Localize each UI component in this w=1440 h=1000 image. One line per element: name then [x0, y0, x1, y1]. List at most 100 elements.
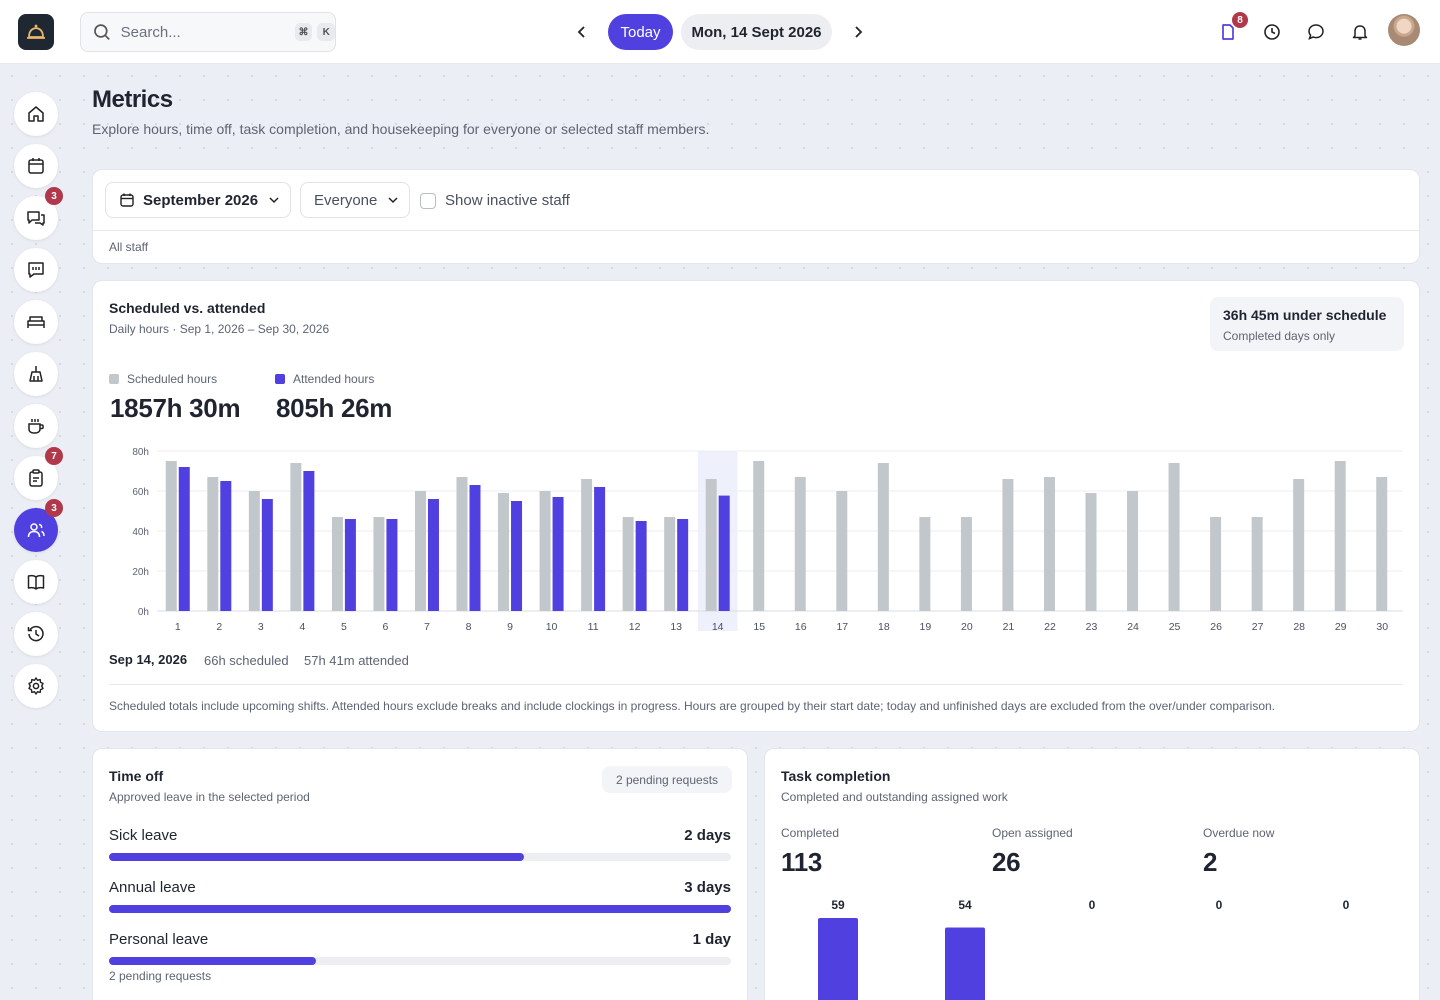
sidebar-item-calendar[interactable] — [14, 144, 58, 188]
sidebar-item-feedback[interactable] — [14, 248, 58, 292]
show-inactive-toggle[interactable]: Show inactive staff — [420, 192, 570, 209]
attended-total: 805h 26m — [276, 393, 393, 423]
pending-requests-badge[interactable]: 2 pending requests — [602, 766, 732, 793]
avatar[interactable] — [1388, 14, 1420, 46]
scheduled-bar[interactable] — [919, 517, 931, 611]
scheduled-bar[interactable] — [456, 477, 468, 611]
attended-bar[interactable] — [427, 499, 439, 611]
scheduled-bar[interactable] — [373, 517, 385, 611]
attended-bar[interactable] — [635, 521, 647, 611]
search-icon — [94, 24, 110, 40]
documents-button[interactable] — [1216, 20, 1240, 44]
attended-bar[interactable] — [220, 481, 232, 611]
scheduled-bar[interactable] — [165, 461, 177, 611]
hours-card-subtitle: Daily hours · Sep 1, 2026 – Sep 30, 2026 — [109, 322, 330, 336]
scheduled-bar[interactable] — [1168, 463, 1180, 611]
scheduled-bar[interactable] — [1127, 491, 1139, 611]
scheduled-bar[interactable] — [414, 491, 426, 611]
today-button[interactable]: Today — [608, 14, 673, 50]
scheduled-bar[interactable] — [705, 479, 717, 611]
settings-icon — [28, 677, 44, 695]
scheduled-bar[interactable] — [753, 461, 765, 611]
task-bar-value: 54 — [958, 898, 972, 912]
time-off-title: Time off — [109, 768, 164, 784]
next-day-button[interactable] — [846, 20, 870, 44]
task-bar — [945, 927, 985, 1000]
x-tick-label: 30 — [1376, 621, 1388, 631]
scheduled-bar[interactable] — [664, 517, 676, 611]
scheduled-bar[interactable] — [581, 479, 593, 611]
y-tick-label: 80h — [132, 447, 149, 458]
x-tick-label: 29 — [1335, 621, 1347, 631]
period-select-label: September 2026 — [143, 191, 259, 209]
scheduled-bar[interactable] — [1334, 461, 1346, 611]
scheduled-bar[interactable] — [794, 477, 806, 611]
chevron-right-icon — [855, 26, 863, 38]
attended-bar[interactable] — [511, 501, 523, 611]
notifications-button[interactable] — [1348, 20, 1372, 44]
leave-days-value: 3 days — [684, 879, 731, 896]
current-date-button[interactable]: Mon, 14 Sept 2026 — [681, 14, 832, 50]
scheduled-bar[interactable] — [877, 463, 889, 611]
scheduled-bar[interactable] — [290, 463, 302, 611]
attended-bar[interactable] — [594, 487, 606, 611]
x-tick-label: 26 — [1210, 621, 1222, 631]
period-select[interactable]: September 2026 — [105, 182, 291, 218]
attended-bar[interactable] — [261, 499, 273, 611]
search-input[interactable] — [120, 23, 271, 41]
show-inactive-checkbox[interactable] — [420, 192, 436, 209]
document-icon — [1222, 24, 1234, 40]
sidebar-item-book[interactable] — [14, 560, 58, 604]
chat-button[interactable] — [1304, 20, 1328, 44]
task-stat-label: Open assigned — [992, 826, 1073, 840]
scheduled-bar[interactable] — [622, 517, 634, 611]
attended-bar[interactable] — [469, 485, 481, 611]
x-tick-label: 22 — [1044, 621, 1056, 631]
scheduled-bar[interactable] — [539, 491, 551, 611]
x-tick-label: 2 — [216, 621, 222, 631]
sidebar-item-staff[interactable]: 3 — [14, 499, 63, 552]
sidebar-item-messages[interactable]: 3 — [14, 187, 63, 240]
sidebar-item-history[interactable] — [14, 612, 58, 656]
staff-select[interactable]: Everyone — [300, 182, 410, 218]
scheduled-bar[interactable] — [1043, 477, 1055, 611]
schedule-summary-value: 36h 45m under schedule — [1223, 307, 1387, 323]
attended-bar[interactable] — [718, 495, 730, 611]
sidebar-item-coffee[interactable] — [14, 404, 58, 448]
logo-bell-icon[interactable] — [18, 14, 54, 50]
attended-bar[interactable] — [344, 519, 356, 611]
sidebar-item-clipboard[interactable]: 7 — [14, 447, 63, 500]
leave-type-label: Personal leave — [109, 931, 209, 948]
scheduled-bar[interactable] — [498, 493, 510, 611]
attended-bar[interactable] — [303, 471, 315, 611]
task-stat-value: 2 — [1203, 847, 1218, 877]
scheduled-bar[interactable] — [836, 491, 848, 611]
sidebar-item-home[interactable] — [14, 92, 58, 136]
history-icon — [27, 625, 44, 642]
scheduled-bar[interactable] — [331, 517, 343, 611]
scheduled-bar[interactable] — [1085, 493, 1097, 611]
scheduled-bar[interactable] — [1376, 477, 1388, 611]
scheduled-bar[interactable] — [1002, 479, 1014, 611]
scheduled-total: 1857h 30m — [110, 393, 241, 423]
attended-bar[interactable] — [178, 467, 190, 611]
leave-progress-bar — [109, 905, 731, 913]
scheduled-bar[interactable] — [1251, 517, 1263, 611]
scheduled-bar[interactable] — [207, 477, 219, 611]
attended-bar[interactable] — [386, 519, 398, 611]
x-tick-label: 18 — [878, 621, 890, 631]
scheduled-bar[interactable] — [248, 491, 260, 611]
attended-bar[interactable] — [677, 519, 689, 611]
scheduled-bar[interactable] — [960, 517, 972, 611]
previous-day-button[interactable] — [570, 20, 594, 44]
scheduled-bar[interactable] — [1210, 517, 1222, 611]
search-box[interactable]: ⌘ K — [80, 12, 336, 52]
attended-bar[interactable] — [552, 497, 564, 611]
sidebar-item-bed[interactable] — [14, 300, 58, 344]
sidebar-item-settings[interactable] — [14, 664, 58, 708]
sidebar-item-housekeeping[interactable] — [14, 352, 58, 396]
scheduled-bar[interactable] — [1293, 479, 1305, 611]
time-clock-button[interactable] — [1260, 20, 1284, 44]
x-tick-label: 4 — [299, 621, 305, 631]
